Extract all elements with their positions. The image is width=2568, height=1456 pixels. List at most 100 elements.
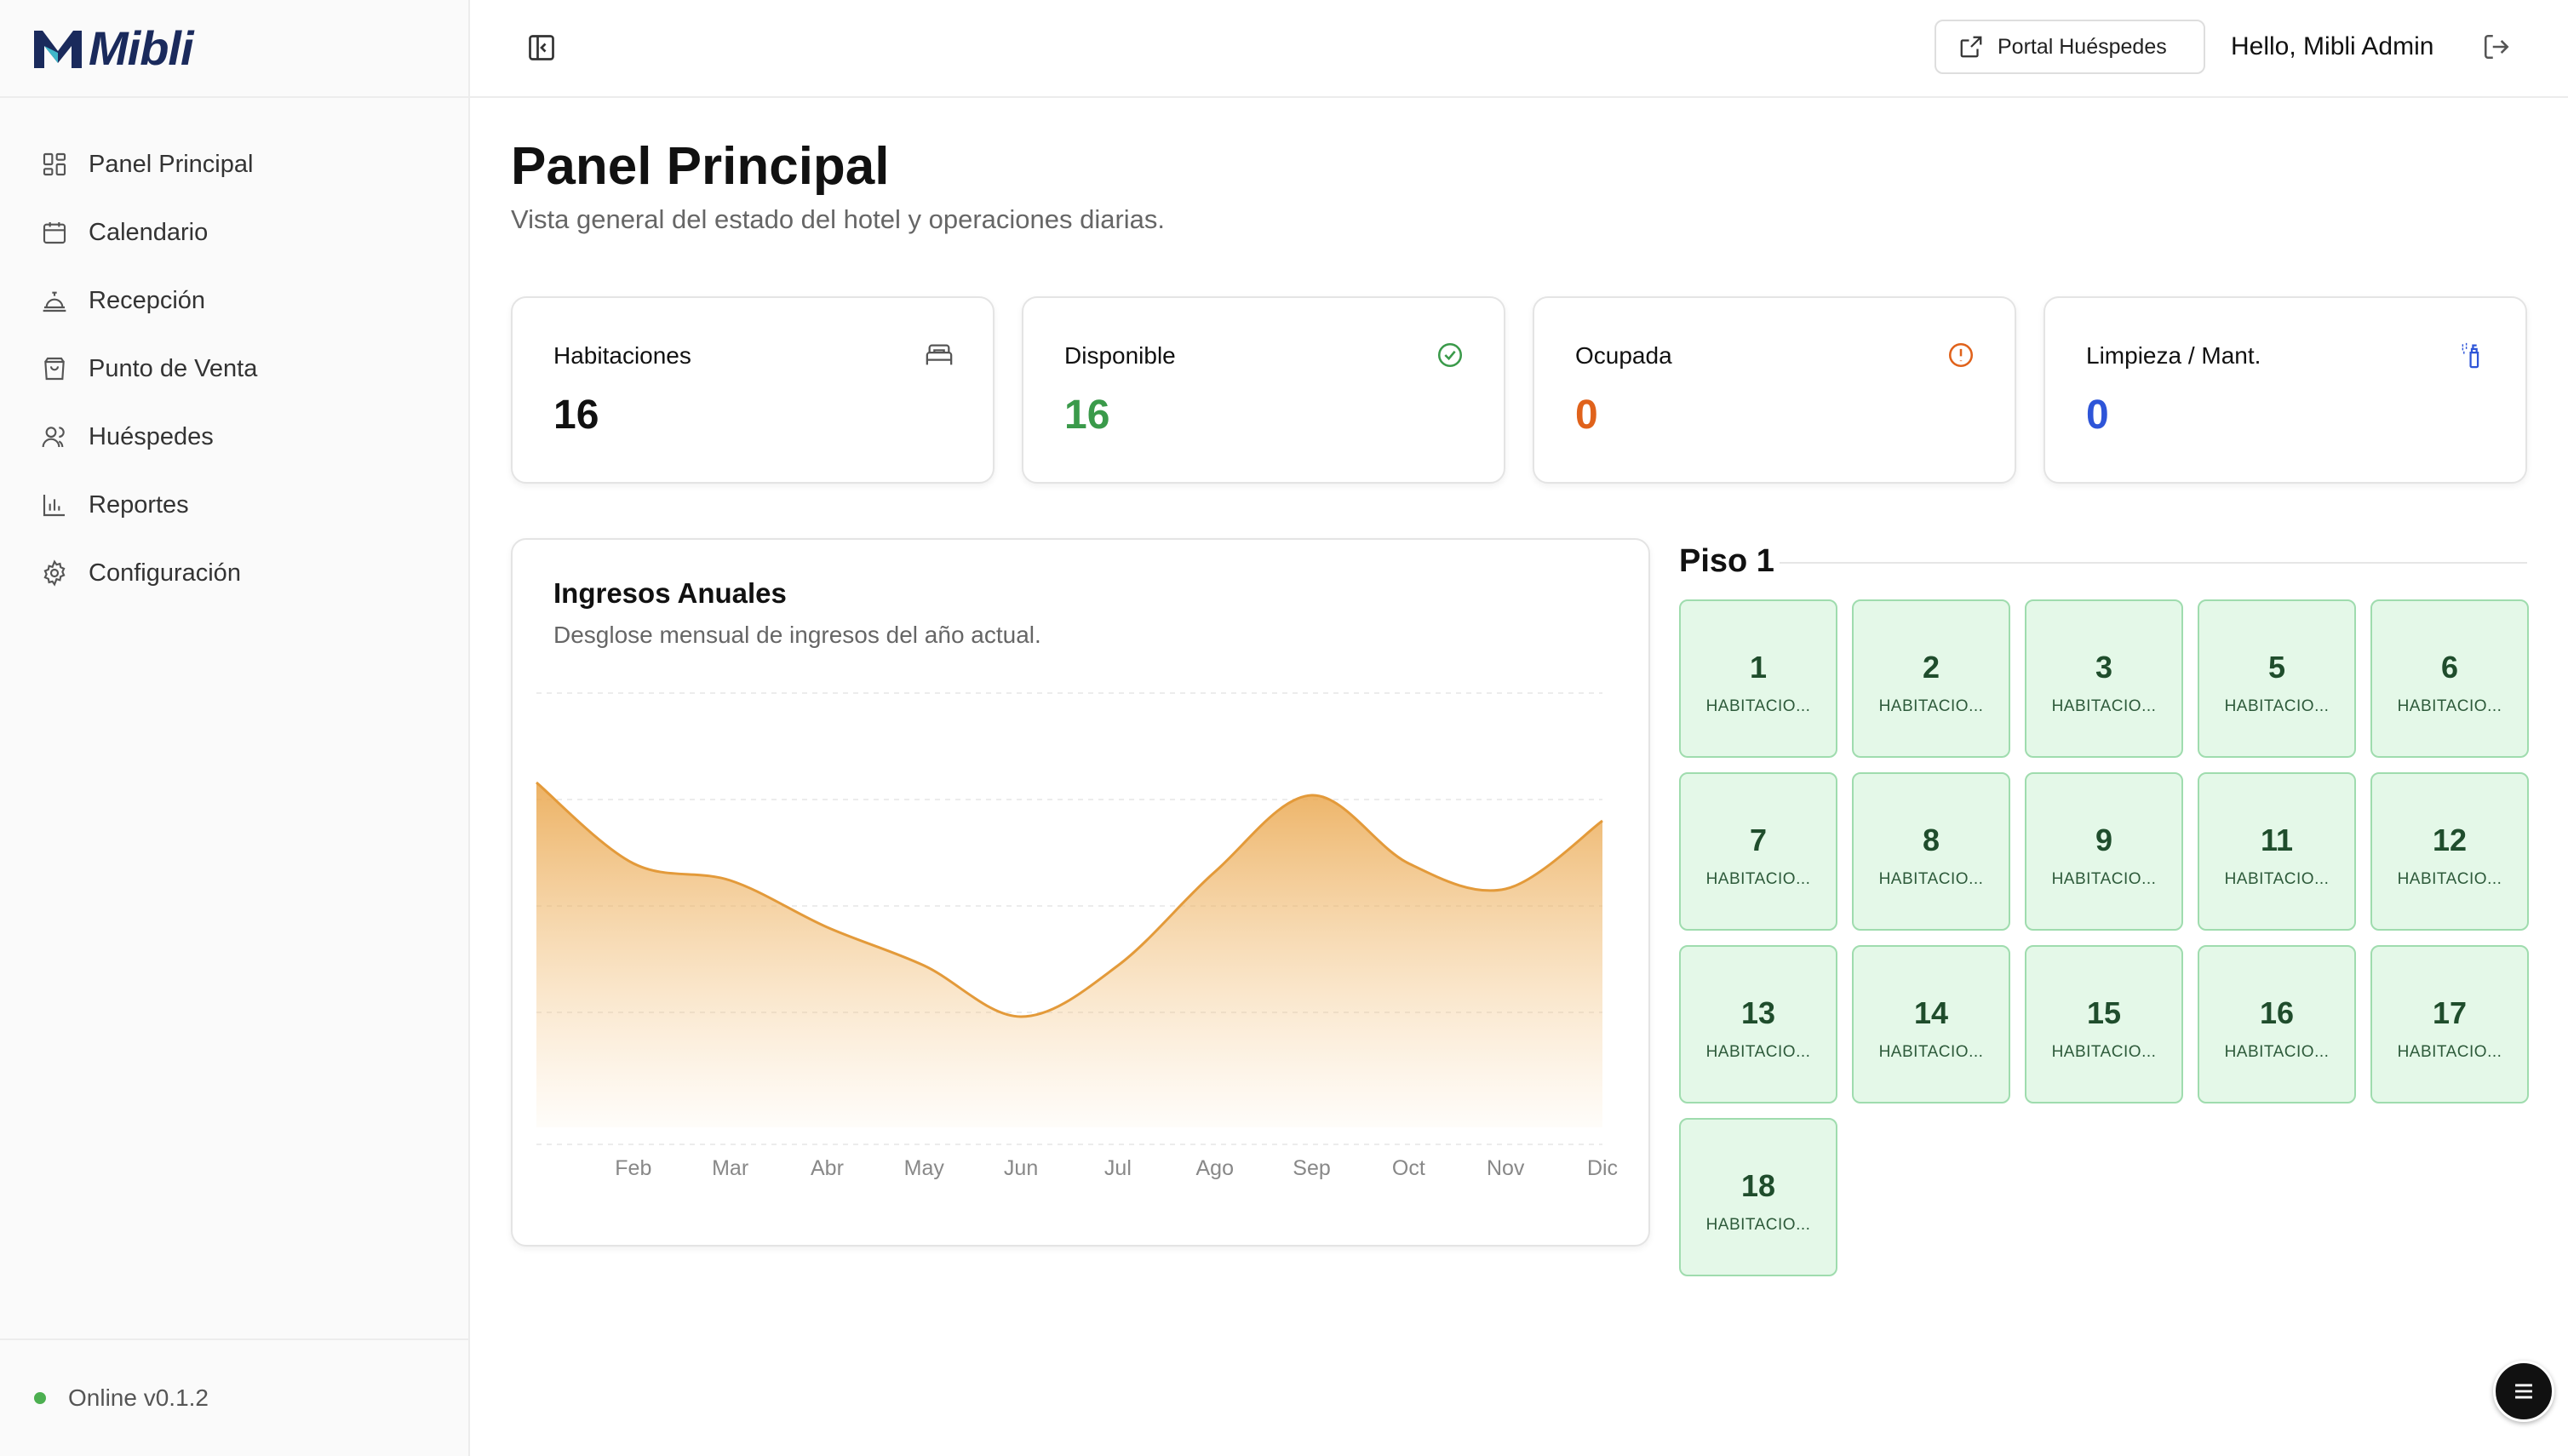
- menu-icon: [2515, 1384, 2532, 1399]
- room-number: 11: [2260, 823, 2294, 857]
- room-card[interactable]: 11 HABITACIO...: [2198, 772, 2356, 931]
- stat-card-ocupada: Ocupada 0: [1533, 296, 2016, 484]
- guest-portal-button[interactable]: Portal Huéspedes: [1935, 20, 2205, 74]
- stat-value: 16: [1064, 393, 1110, 438]
- sidebar-item-label: Punto de Venta: [89, 354, 258, 382]
- sidebar-item-label: Panel Principal: [89, 150, 254, 178]
- sidebar-item-calendario[interactable]: Calendario: [0, 198, 468, 267]
- sidebar-item-label: Configuración: [89, 559, 241, 587]
- sidebar-item-label: Calendario: [89, 218, 209, 246]
- sidebar-item-label: Huéspedes: [89, 422, 214, 450]
- dashboard-icon: [43, 152, 66, 176]
- revenue-line: [536, 781, 1603, 1018]
- room-card[interactable]: 12 HABITACIO...: [2370, 772, 2529, 931]
- sidebar-item-panel-principal[interactable]: Panel Principal: [0, 130, 468, 198]
- calendar-icon: [43, 222, 66, 244]
- room-type: HABITACIO...: [2224, 1043, 2330, 1061]
- guest-portal-label: Portal Huéspedes: [1998, 34, 2167, 59]
- page-title: Panel Principal: [511, 137, 890, 196]
- sidebar-item-recepcion[interactable]: Recepción: [0, 267, 468, 335]
- room-type: HABITACIO...: [2397, 697, 2502, 715]
- sidebar-item-huespedes[interactable]: Huéspedes: [0, 403, 468, 471]
- sidebar-item-configuracion[interactable]: Configuración: [0, 539, 468, 607]
- stat-card-habitaciones: Habitaciones 16: [511, 296, 995, 484]
- sidebar-nav: Panel Principal Calendario Recepción Pun…: [0, 98, 468, 607]
- room-card[interactable]: 7 HABITACIO...: [1679, 772, 1837, 931]
- room-card[interactable]: 16 HABITACIO...: [2198, 945, 2356, 1103]
- room-number: 1: [1749, 650, 1768, 685]
- x-tick-label: Nov: [1487, 1156, 1525, 1180]
- room-number: 6: [2440, 650, 2459, 685]
- sidebar-footer: Online v0.1.2: [0, 1338, 468, 1456]
- sidebar-item-punto-de-venta[interactable]: Punto de Venta: [0, 335, 468, 403]
- stat-value: 0: [2086, 393, 2109, 438]
- room-card[interactable]: 8 HABITACIO...: [1852, 772, 2010, 931]
- room-type: HABITACIO...: [2051, 870, 2157, 888]
- logout-icon[interactable]: [2482, 32, 2511, 61]
- x-tick-label: Mar: [712, 1156, 748, 1180]
- x-tick-label: Feb: [615, 1156, 651, 1180]
- room-type: HABITACIO...: [2397, 1043, 2502, 1061]
- room-type: HABITACIO...: [1878, 870, 1984, 888]
- sidebar-item-reportes[interactable]: Reportes: [0, 471, 468, 539]
- sidebar: Mibli Panel Principal Calendario Recepci…: [0, 0, 470, 1456]
- room-number: 16: [2259, 995, 2295, 1030]
- menu-fab-button[interactable]: [2493, 1361, 2554, 1422]
- room-number: 8: [1922, 823, 1940, 857]
- room-card[interactable]: 1 HABITACIO...: [1679, 599, 1837, 758]
- chart-title: Ingresos Anuales: [553, 577, 787, 609]
- x-tick-label: Sep: [1293, 1156, 1330, 1180]
- reception-bell-icon: [43, 291, 66, 312]
- users-icon: [42, 427, 65, 448]
- room-number: 12: [2432, 823, 2468, 857]
- room-card[interactable]: 5 HABITACIO...: [2198, 599, 2356, 758]
- room-number: 5: [2267, 650, 2286, 685]
- top-header: Portal Huéspedes Hello, Mibli Admin: [470, 0, 2568, 98]
- room-card[interactable]: 2 HABITACIO...: [1852, 599, 2010, 758]
- sidebar-toggle-icon[interactable]: [526, 32, 557, 63]
- room-card[interactable]: 6 HABITACIO...: [2370, 599, 2529, 758]
- x-tick-label: Abr: [811, 1156, 844, 1180]
- room-number: 7: [1749, 823, 1768, 857]
- room-type: HABITACIO...: [2051, 697, 2157, 715]
- room-card[interactable]: 3 HABITACIO...: [2025, 599, 2183, 758]
- floor-divider: [1780, 562, 2527, 564]
- alert-circle-icon: [1948, 342, 1974, 368]
- spray-bottle-icon: [2462, 342, 2479, 369]
- room-type: HABITACIO...: [1705, 870, 1811, 888]
- room-type: HABITACIO...: [2397, 870, 2502, 888]
- annual-revenue-chart-card: Ingresos Anuales Desglose mensual de ing…: [511, 538, 1650, 1247]
- room-number: 17: [2432, 995, 2468, 1030]
- room-card[interactable]: 15 HABITACIO...: [2025, 945, 2183, 1103]
- room-type: HABITACIO...: [2224, 870, 2330, 888]
- logo-mark-icon: [34, 30, 82, 68]
- bed-icon: [926, 344, 953, 365]
- room-number: 3: [2095, 650, 2113, 685]
- room-card[interactable]: 14 HABITACIO...: [1852, 945, 2010, 1103]
- stat-card-limpieza: Limpieza / Mant. 0: [2044, 296, 2527, 484]
- room-number: 15: [2086, 995, 2122, 1030]
- stat-value: 16: [553, 393, 599, 438]
- sidebar-item-label: Recepción: [89, 286, 206, 314]
- room-number: 13: [1740, 995, 1776, 1030]
- room-card[interactable]: 13 HABITACIO...: [1679, 945, 1837, 1103]
- room-card[interactable]: 9 HABITACIO...: [2025, 772, 2183, 931]
- sidebar-item-label: Reportes: [89, 490, 189, 519]
- app-name: Mibli: [89, 21, 194, 75]
- room-number: 2: [1922, 650, 1940, 685]
- revenue-area-fill: [536, 782, 1602, 1127]
- stat-label: Habitaciones: [553, 342, 691, 369]
- x-tick-label: May: [904, 1156, 945, 1180]
- room-type: HABITACIO...: [1878, 1043, 1984, 1061]
- app-logo[interactable]: Mibli: [0, 0, 468, 98]
- room-number: 14: [1913, 995, 1949, 1030]
- room-card[interactable]: 18 HABITACIO...: [1679, 1118, 1837, 1276]
- room-card[interactable]: 17 HABITACIO...: [2370, 945, 2529, 1103]
- room-type: HABITACIO...: [1705, 1043, 1811, 1061]
- floor-title: Piso 1: [1679, 543, 1774, 579]
- check-circle-icon: [1437, 342, 1463, 368]
- room-type: HABITACIO...: [1705, 1216, 1811, 1234]
- x-tick-label: Ago: [1195, 1156, 1233, 1180]
- x-tick-label: Jun: [1004, 1156, 1038, 1180]
- shopping-bag-icon: [44, 357, 65, 381]
